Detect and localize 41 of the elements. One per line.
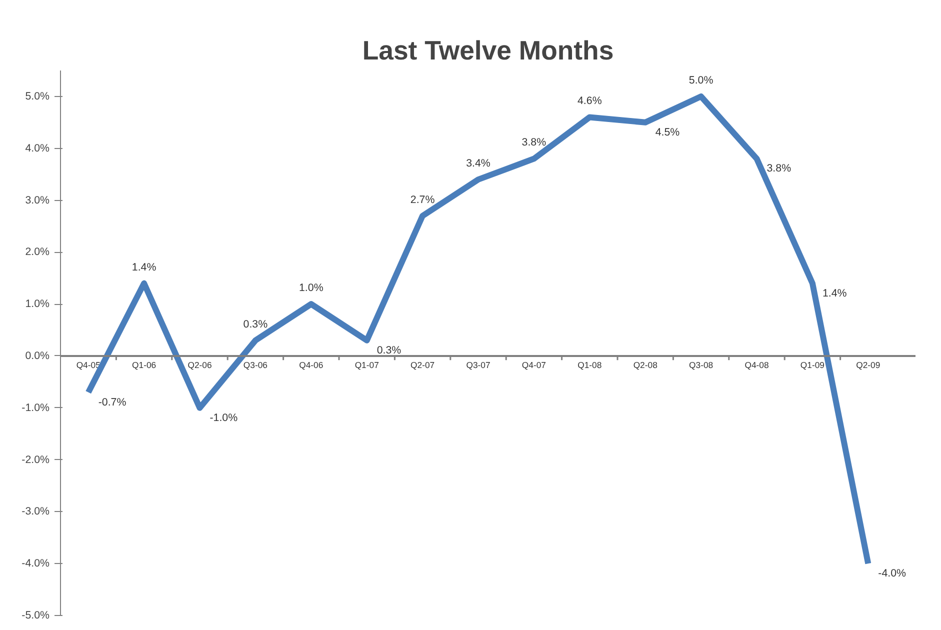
- x-tick-label: Q4-08: [744, 360, 769, 370]
- y-tick-label: 3.0%: [25, 194, 50, 206]
- data-label: 1.4%: [132, 261, 157, 274]
- chart-title: Last Twelve Months: [362, 36, 614, 66]
- data-label: 4.6%: [578, 95, 602, 108]
- data-label: -1.0%: [210, 412, 238, 424]
- data-label: 3.8%: [766, 162, 792, 175]
- x-tick-label: Q4-07: [522, 360, 546, 370]
- x-tick-label: Q2-06: [188, 360, 212, 370]
- x-tick-label: Q1-07: [354, 360, 380, 370]
- x-tick-label: Q4-06: [299, 360, 324, 370]
- x-tick-label: Q2-09: [856, 360, 880, 370]
- x-tick-label: Q1-08: [578, 360, 602, 370]
- data-label: -0.7%: [98, 396, 127, 408]
- data-label: 0.3%: [243, 318, 268, 330]
- data-label: 0.3%: [376, 344, 402, 356]
- y-tick-label: 0.0%: [25, 350, 50, 362]
- data-label: 3.4%: [466, 158, 491, 170]
- y-tick-label: -2.0%: [22, 454, 50, 466]
- y-tick-label: 4.0%: [25, 142, 50, 154]
- data-label: -4.0%: [878, 568, 907, 580]
- x-tick-label: Q2-07: [410, 360, 435, 370]
- y-tick-label: -3.0%: [22, 506, 50, 518]
- y-tick-label: 5.0%: [25, 90, 50, 102]
- x-tick-label: Q3-08: [689, 360, 714, 370]
- y-tick-label: 1.0%: [25, 298, 50, 310]
- x-tick-label: Q3-07: [466, 360, 490, 370]
- x-tick-label: Q2-08: [633, 360, 658, 370]
- data-label: 1.4%: [822, 287, 848, 300]
- data-label: 4.5%: [655, 126, 680, 138]
- y-tick-label: -4.0%: [22, 558, 50, 570]
- data-label: 3.8%: [522, 136, 547, 149]
- x-tick-label: Q3-06: [243, 360, 268, 370]
- data-label: 2.7%: [410, 194, 436, 206]
- x-tick-label: Q1-09: [800, 360, 825, 370]
- y-tick-label: -5.0%: [22, 610, 50, 622]
- x-tick-label: Q1-06: [132, 360, 156, 370]
- data-label: 1.0%: [299, 282, 324, 294]
- data-label: 5.0%: [688, 74, 714, 86]
- y-tick-label: -1.0%: [22, 402, 50, 414]
- y-tick-label: 2.0%: [25, 246, 50, 258]
